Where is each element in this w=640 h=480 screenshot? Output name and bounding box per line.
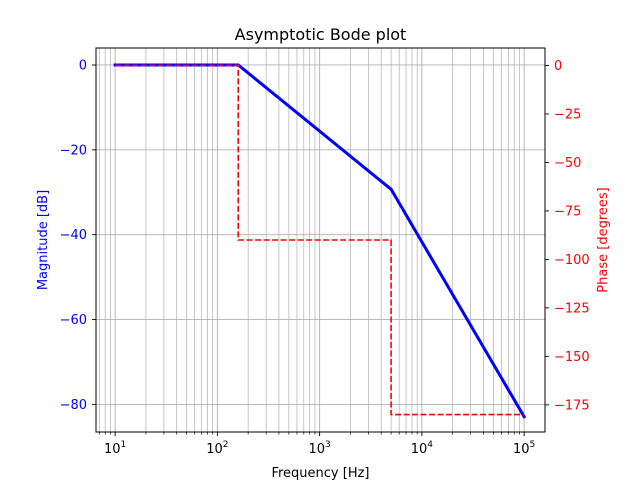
right-axis-tick-label: −25 (554, 107, 581, 122)
left-axis-tick-label: 0 (79, 58, 87, 73)
left-axis-label: Magnitude [dB] (36, 190, 51, 290)
left-axis-tick-label: −40 (60, 228, 87, 243)
right-axis-tick-label: −100 (554, 253, 590, 268)
x-axis-label: Frequency [Hz] (271, 466, 369, 480)
left-axis-tick-label: −60 (60, 313, 87, 328)
right-axis-tick-label: −50 (554, 156, 581, 171)
right-axis-tick-label: −75 (554, 204, 581, 219)
ticks: 0 −20 −40 −60 −80 0 −25 −50 −75 −100 −125 −150 −175 1… (60, 58, 590, 457)
chart-title: Asymptotic Bode plot (235, 25, 407, 44)
right-axis-tick-label: −175 (554, 398, 590, 413)
right-axis-tick-label: −125 (554, 301, 590, 316)
left-axis-tick-label: −80 (60, 398, 87, 413)
left-axis-tick-label: −20 (60, 143, 87, 158)
phase-line (115, 64, 525, 416)
series-layer (113, 63, 527, 419)
right-axis-tick-label: −150 (554, 350, 590, 365)
x-axis-tick-label: 104 (411, 440, 434, 457)
x-axis-tick-label: 103 (308, 440, 330, 457)
x-axis-tick-label: 101 (104, 440, 126, 457)
plot-frame (95, 47, 546, 433)
right-axis-tick-label: 0 (554, 59, 562, 74)
x-axis-tick-label: 102 (206, 440, 228, 457)
x-axis-tick-label: 105 (513, 440, 535, 457)
right-axis-label: Phase [degrees] (596, 187, 611, 292)
